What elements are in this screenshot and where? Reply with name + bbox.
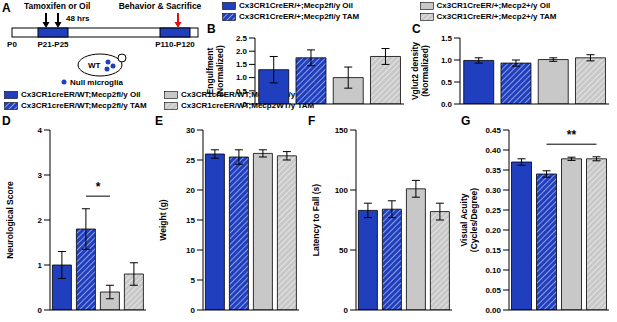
svg-text:0.45: 0.45 bbox=[485, 126, 501, 135]
svg-text:Tamoxifen or Oil: Tamoxifen or Oil bbox=[24, 1, 90, 11]
svg-text:2: 2 bbox=[38, 216, 43, 225]
svg-text:15: 15 bbox=[186, 216, 195, 225]
svg-text:0.5: 0.5 bbox=[236, 87, 248, 96]
svg-text:1: 1 bbox=[38, 261, 43, 270]
svg-text:100: 100 bbox=[335, 186, 349, 195]
svg-text:**: ** bbox=[567, 128, 577, 142]
svg-text:Vglut2 density(Normalized): Vglut2 density(Normalized) bbox=[410, 42, 430, 100]
svg-text:1.5: 1.5 bbox=[236, 60, 248, 69]
svg-text:Neurological Score: Neurological Score bbox=[5, 181, 15, 259]
svg-text:5: 5 bbox=[191, 276, 196, 285]
svg-text:30: 30 bbox=[186, 126, 195, 135]
svg-text:0.20: 0.20 bbox=[485, 226, 501, 235]
svg-text:0: 0 bbox=[243, 100, 248, 109]
svg-text:0.25: 0.25 bbox=[485, 206, 501, 215]
svg-text:P110-P120: P110-P120 bbox=[155, 40, 195, 49]
svg-text:1.0: 1.0 bbox=[236, 73, 248, 82]
svg-text:Latency to Fall (s): Latency to Fall (s) bbox=[311, 184, 321, 256]
svg-text:0.30: 0.30 bbox=[485, 186, 501, 195]
svg-text:0.00: 0.00 bbox=[485, 306, 501, 315]
svg-text:Engulfment(Normalized): Engulfment(Normalized) bbox=[205, 45, 225, 97]
svg-text:50: 50 bbox=[339, 246, 348, 255]
svg-text:25: 25 bbox=[186, 156, 195, 165]
svg-text:0.40: 0.40 bbox=[485, 146, 501, 155]
svg-text:0: 0 bbox=[344, 306, 349, 315]
svg-text:Behavior & Sacrifice: Behavior & Sacrifice bbox=[119, 1, 202, 11]
svg-text:Null microglia: Null microglia bbox=[70, 78, 123, 87]
svg-text:A: A bbox=[2, 1, 11, 15]
svg-text:150: 150 bbox=[335, 126, 349, 135]
svg-text:0: 0 bbox=[191, 306, 196, 315]
svg-text:0.10: 0.10 bbox=[485, 266, 501, 275]
svg-text:*: * bbox=[96, 180, 101, 194]
svg-text:10: 10 bbox=[186, 246, 195, 255]
svg-text:P21-P25: P21-P25 bbox=[37, 40, 69, 49]
svg-text:0.05: 0.05 bbox=[485, 286, 501, 295]
svg-text:0.15: 0.15 bbox=[485, 246, 501, 255]
svg-text:0: 0 bbox=[38, 306, 43, 315]
svg-text:Weight (g): Weight (g) bbox=[158, 199, 168, 241]
svg-text:P0: P0 bbox=[7, 40, 17, 49]
svg-text:2.5: 2.5 bbox=[236, 34, 248, 43]
svg-text:0.5: 0.5 bbox=[441, 78, 453, 87]
svg-text:0.0: 0.0 bbox=[441, 100, 453, 109]
svg-text:20: 20 bbox=[186, 186, 195, 195]
svg-text:3: 3 bbox=[38, 171, 43, 180]
svg-text:Visual Acuity(Cycles/Degree): Visual Acuity(Cycles/Degree) bbox=[459, 188, 479, 252]
svg-text:4: 4 bbox=[38, 126, 43, 135]
svg-text:WT: WT bbox=[88, 61, 101, 70]
svg-text:1.5: 1.5 bbox=[441, 34, 453, 43]
svg-text:0.35: 0.35 bbox=[485, 166, 501, 175]
svg-text:2.0: 2.0 bbox=[236, 47, 248, 56]
svg-text:1.0: 1.0 bbox=[441, 56, 453, 65]
svg-text:48 hrs: 48 hrs bbox=[66, 14, 90, 23]
